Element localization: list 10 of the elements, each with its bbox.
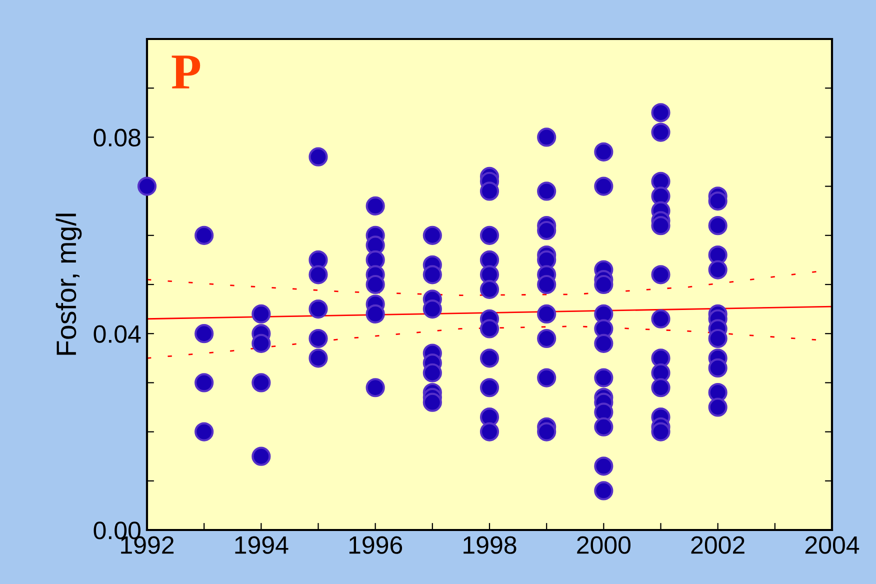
x-tick-label: 1996 [349,536,402,554]
x-tick-label: 2004 [805,536,860,554]
y-tick-label: 0.04 [94,325,141,343]
y-tick-label: 0.08 [94,128,140,147]
x-tick-label: 1998 [464,536,516,554]
annotation: P [172,56,200,88]
y-axis-title: Fosfor, mg/l [56,214,82,355]
x-tick-label: 2000 [577,536,630,554]
x-tick-label: 1994 [235,536,288,554]
x-tick-label: 2002 [691,536,744,554]
